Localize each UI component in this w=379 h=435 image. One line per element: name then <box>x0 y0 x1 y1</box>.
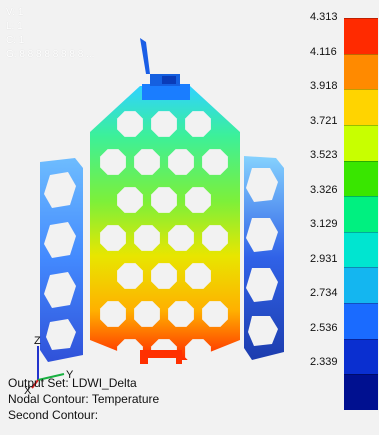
bottom-mount <box>140 350 182 368</box>
view-info-overlay: V: 1 L: 1 C: 1 G: 8 8 8 8 8 8 8 8 ... <box>6 6 94 62</box>
panel-cell <box>100 225 126 251</box>
legend-swatch <box>344 374 378 410</box>
panel-cell <box>168 149 194 175</box>
panel-cell <box>185 263 211 289</box>
panel-cell <box>202 225 228 251</box>
panel-cell <box>134 149 160 175</box>
legend-swatch <box>344 160 378 197</box>
legend-value: 4.116 <box>310 45 337 58</box>
output-set-label: Output Set: LDWI_Delta <box>8 376 137 390</box>
legend-value: 3.129 <box>310 218 338 230</box>
coordinate-triad: Z Y X <box>24 335 74 397</box>
legend-value: 2.931 <box>310 252 338 265</box>
legend-swatch <box>344 89 378 125</box>
panel-cell <box>185 187 211 213</box>
panel-cell <box>151 111 177 137</box>
legend-value: 3.918 <box>310 80 338 92</box>
panel-cell <box>185 339 211 365</box>
panel-cell <box>117 339 143 365</box>
panel-cell <box>151 187 177 213</box>
nodal-contour-label: Nodal Contour: Temperature <box>8 392 160 406</box>
legend-value: 3.721 <box>310 114 338 127</box>
triad-x-label: X <box>24 385 32 397</box>
left-side-panel <box>40 158 83 362</box>
main-panel <box>90 86 240 365</box>
legend-swatch <box>344 338 378 375</box>
panel-cell <box>117 263 143 289</box>
triad-z-label: Z <box>34 335 41 347</box>
legend-value: 4.313 <box>310 11 338 23</box>
legend-swatch <box>344 267 378 304</box>
legend-value: 2.734 <box>310 287 338 299</box>
panel-cell <box>100 301 126 327</box>
top-mount <box>140 38 190 100</box>
panel-cell <box>100 149 126 175</box>
output-info-block: Output Set: LDWI_Delta Nodal Contour: Te… <box>8 375 159 423</box>
legend-value: 3.523 <box>310 149 338 161</box>
legend-value: 2.536 <box>310 321 338 334</box>
view-info-line: L: 1 <box>6 21 23 32</box>
panel-cell <box>134 225 160 251</box>
legend-swatch <box>344 18 378 54</box>
legend-swatch <box>344 196 378 232</box>
legend-swatch <box>344 303 378 339</box>
panel-cell <box>202 301 228 327</box>
panel-cell <box>168 301 194 327</box>
panel-cell <box>117 111 143 137</box>
panel-cell <box>202 149 228 175</box>
panel-cell <box>185 111 211 137</box>
second-contour-label: Second Contour: <box>8 408 99 422</box>
legend-swatch <box>344 231 378 268</box>
legend-value: 2.339 <box>310 356 338 368</box>
contour-legend: 4.313 4.116 3.918 3.721 3.523 3.326 3.129 2.931… <box>308 11 378 410</box>
view-info-line: V: 1 <box>6 7 24 18</box>
view-info-line: C: 1 <box>6 35 25 46</box>
legend-swatch <box>344 53 378 90</box>
right-side-panel <box>244 156 284 360</box>
view-info-line: G: 8 8 8 8 8 8 8 8 ... <box>6 49 95 60</box>
panel-cell <box>168 225 194 251</box>
panel-cell <box>117 187 143 213</box>
legend-swatch <box>344 124 378 161</box>
triad-y-label: Y <box>66 369 74 381</box>
panel-cell <box>151 263 177 289</box>
panel-cell <box>134 301 160 327</box>
legend-value: 3.326 <box>310 183 338 196</box>
